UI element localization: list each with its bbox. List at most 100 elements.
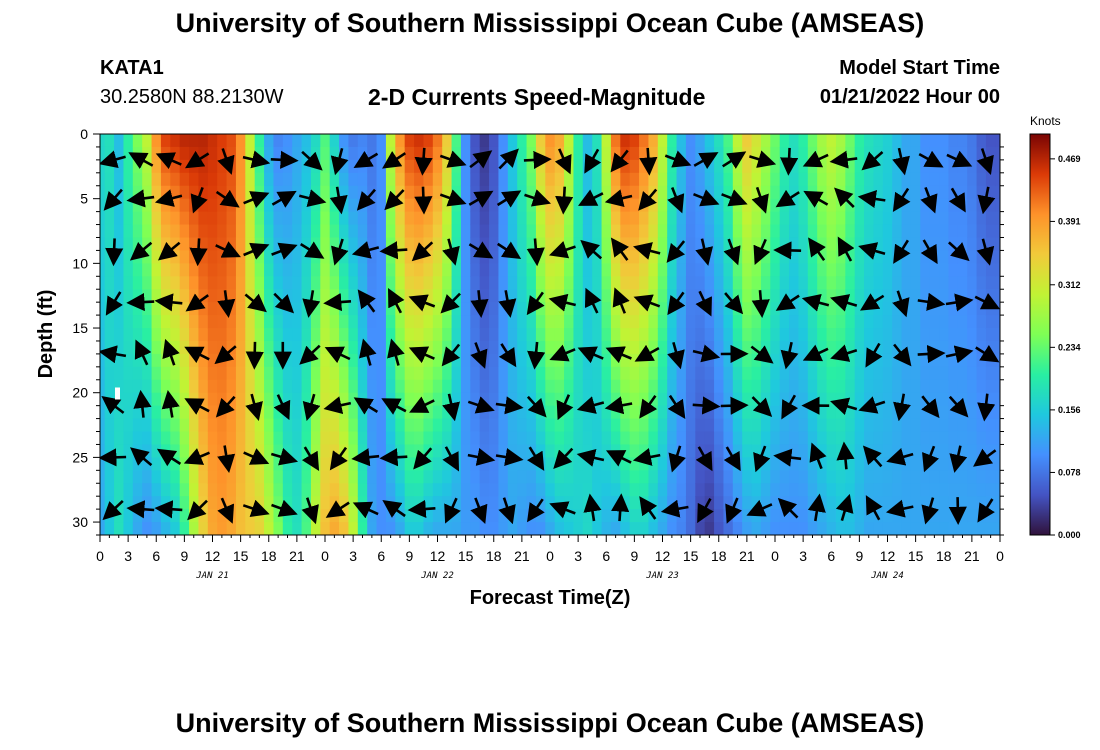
- current-arrow: [664, 150, 692, 168]
- heatmap-cell: [460, 379, 471, 394]
- heatmap-cell: [479, 328, 490, 342]
- heatmap-cell: [948, 483, 959, 497]
- heatmap-cell: [423, 172, 434, 187]
- current-arrow: [892, 147, 910, 176]
- heatmap-cell: [807, 418, 818, 433]
- heatmap-cell: [489, 470, 500, 484]
- heatmap-cell: [685, 315, 696, 329]
- heatmap-cell: [807, 250, 818, 264]
- heatmap-cell: [404, 250, 415, 264]
- heatmap-cell: [620, 470, 631, 484]
- current-arrow: [156, 448, 182, 467]
- heatmap-cell: [789, 379, 800, 394]
- heatmap-cell: [245, 392, 256, 407]
- heatmap-cell: [442, 237, 453, 252]
- heatmap-cell: [479, 483, 490, 497]
- heatmap-cell: [545, 366, 556, 381]
- heatmap-cell: [976, 224, 987, 239]
- heatmap-cell: [282, 418, 293, 433]
- heatmap-cell: [554, 366, 565, 381]
- heatmap-cell: [423, 457, 434, 471]
- heatmap-cell: [404, 315, 415, 329]
- heatmap-cell: [310, 366, 321, 381]
- heatmap-cell: [376, 159, 387, 174]
- heatmap-cell: [235, 392, 246, 407]
- heatmap-cell: [817, 276, 828, 290]
- heatmap-cell: [985, 366, 996, 381]
- heatmap-cell: [395, 134, 406, 148]
- heatmap-cell: [901, 134, 912, 148]
- heatmap-cell: [657, 185, 668, 200]
- heatmap-cell: [845, 302, 856, 316]
- heatmap-cell: [207, 289, 218, 303]
- heatmap-cell: [882, 302, 893, 316]
- heatmap-cell: [451, 172, 462, 187]
- heatmap-cell: [564, 172, 575, 187]
- heatmap-cell: [414, 379, 425, 394]
- heatmap-cell: [207, 470, 218, 484]
- heatmap-cell: [770, 172, 781, 187]
- current-arrow: [555, 186, 574, 215]
- heatmap-cell: [198, 159, 209, 174]
- heatmap-cell: [770, 211, 781, 226]
- heatmap-cell: [273, 431, 284, 446]
- heatmap-cell: [479, 392, 490, 407]
- heatmap-cell: [235, 366, 246, 381]
- heatmap-cell: [845, 366, 856, 381]
- current-arrow: [353, 150, 379, 168]
- heatmap-cell: [929, 237, 940, 252]
- heatmap-cell: [742, 302, 753, 316]
- heatmap-cell: [723, 379, 734, 394]
- current-arrow: [467, 396, 495, 414]
- heatmap-cell: [357, 276, 368, 290]
- heatmap-cell: [573, 457, 584, 471]
- heatmap-cell: [920, 418, 931, 433]
- heatmap-cell: [770, 146, 781, 161]
- heatmap-cell: [207, 418, 218, 433]
- heatmap-cell: [320, 353, 331, 368]
- heatmap-cell: [592, 302, 603, 316]
- heatmap-cell: [414, 146, 425, 161]
- heatmap-cell: [320, 522, 331, 535]
- heatmap-cell: [732, 444, 743, 458]
- heatmap-cell: [592, 431, 603, 446]
- heatmap-cell: [170, 211, 181, 226]
- heatmap-cell: [873, 379, 884, 394]
- heatmap-cell: [957, 457, 968, 471]
- heatmap-cell: [985, 457, 996, 471]
- heatmap-cell: [910, 263, 921, 277]
- heatmap-cell: [254, 172, 265, 187]
- heatmap-cell: [442, 328, 453, 342]
- heatmap-cell: [367, 431, 378, 446]
- heatmap-cell: [226, 405, 237, 420]
- heatmap-cell: [835, 315, 846, 329]
- heatmap-cell: [760, 146, 771, 161]
- heatmap-cell: [957, 444, 968, 458]
- heatmap-cell: [704, 340, 715, 355]
- heatmap-cell: [254, 392, 265, 407]
- heatmap-cell: [892, 185, 903, 200]
- heatmap-cell: [198, 522, 209, 535]
- heatmap-cell: [217, 224, 228, 239]
- heatmap-cell: [835, 522, 846, 535]
- heatmap-cell: [639, 263, 650, 277]
- heatmap-cell: [554, 211, 565, 226]
- heatmap-cell: [235, 250, 246, 264]
- heatmap-cell: [939, 134, 950, 148]
- heatmap-cell: [100, 522, 106, 535]
- heatmap-cell: [610, 418, 621, 433]
- heatmap-cell: [142, 198, 153, 213]
- current-arrow: [667, 291, 686, 316]
- heatmap-cell: [639, 276, 650, 290]
- heatmap-cell: [704, 172, 715, 187]
- heatmap-cell: [864, 250, 875, 264]
- current-arrow: [217, 497, 235, 524]
- heatmap-cell: [507, 366, 518, 381]
- heatmap-cell: [957, 185, 968, 200]
- heatmap-cell: [226, 353, 237, 368]
- heatmap-cell: [479, 340, 490, 355]
- heatmap-cell: [348, 379, 359, 394]
- heatmap-cell: [573, 185, 584, 200]
- heatmap-cell: [873, 522, 884, 535]
- heatmap-cell: [798, 483, 809, 497]
